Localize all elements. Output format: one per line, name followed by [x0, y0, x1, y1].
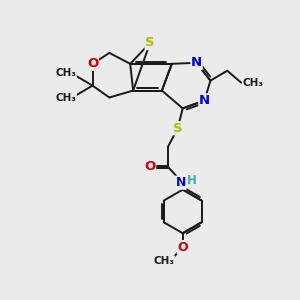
Text: H: H [187, 174, 196, 187]
Text: N: N [191, 56, 202, 69]
Text: O: O [144, 160, 156, 173]
Text: S: S [145, 37, 155, 50]
Text: CH₃: CH₃ [242, 78, 263, 88]
Text: O: O [87, 57, 98, 70]
Text: N: N [199, 94, 210, 107]
Text: CH₃: CH₃ [55, 68, 76, 78]
Text: S: S [173, 122, 183, 135]
Text: CH₃: CH₃ [153, 256, 174, 266]
Text: O: O [177, 241, 188, 254]
Text: N: N [176, 176, 186, 189]
Text: CH₃: CH₃ [55, 94, 76, 103]
